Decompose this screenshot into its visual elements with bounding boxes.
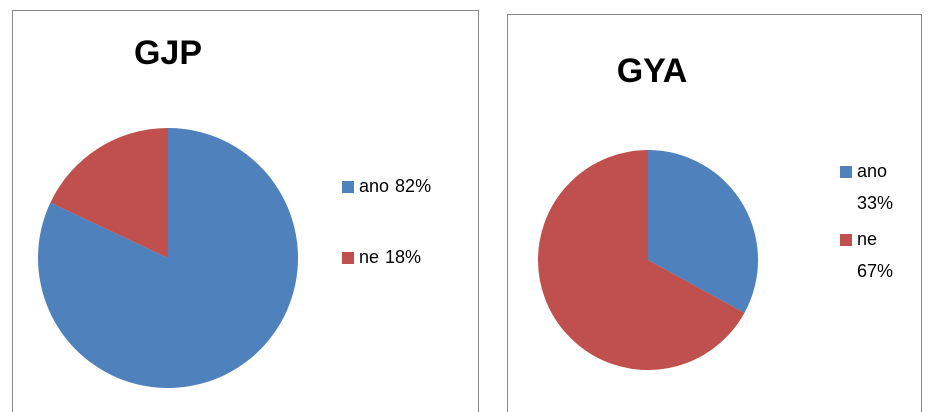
legend-swatch <box>840 166 852 178</box>
pie-slice <box>648 150 759 313</box>
legend-category: ano <box>359 176 389 196</box>
legend-category: ano <box>857 161 887 181</box>
legend-entry: ano 33% <box>857 161 893 213</box>
legend-category: ne <box>857 229 877 249</box>
legend-swatch <box>840 234 852 246</box>
legend-value: 82% <box>395 176 431 196</box>
legend-entry: ne 18% <box>359 247 421 267</box>
pie-slice <box>50 127 168 258</box>
pie-slice <box>38 128 299 388</box>
legend-swatch <box>342 181 354 193</box>
legend-entry: ne 67% <box>857 229 893 281</box>
legend-entry: ano 82% <box>359 176 431 196</box>
legend-swatch <box>342 252 354 264</box>
legend-value: 67% <box>857 261 893 281</box>
chart-title: GJP <box>134 34 202 72</box>
pie-slice <box>538 150 745 371</box>
chart-title: GYA <box>617 52 688 90</box>
legend-value: 33% <box>857 193 893 213</box>
legend-value: 18% <box>385 247 421 267</box>
legend-category: ne <box>359 247 379 267</box>
